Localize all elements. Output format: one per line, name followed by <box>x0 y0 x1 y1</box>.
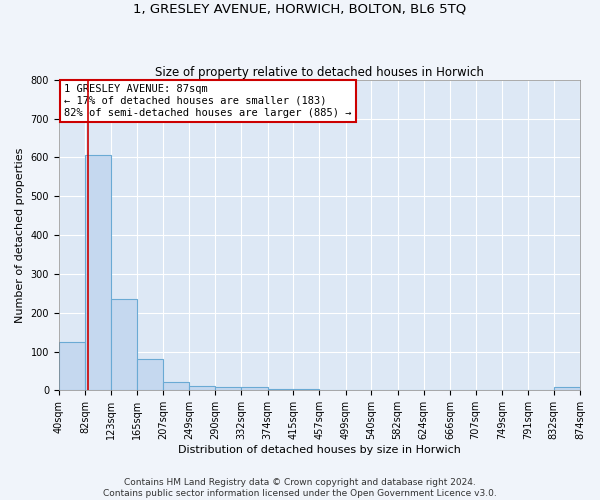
Text: 1, GRESLEY AVENUE, HORWICH, BOLTON, BL6 5TQ: 1, GRESLEY AVENUE, HORWICH, BOLTON, BL6 … <box>133 2 467 16</box>
Bar <box>163 382 190 390</box>
Bar <box>554 387 580 390</box>
Bar <box>137 360 163 390</box>
Text: 1 GRESLEY AVENUE: 87sqm
← 17% of detached houses are smaller (183)
82% of semi-d: 1 GRESLEY AVENUE: 87sqm ← 17% of detache… <box>64 84 352 117</box>
Title: Size of property relative to detached houses in Horwich: Size of property relative to detached ho… <box>155 66 484 78</box>
Y-axis label: Number of detached properties: Number of detached properties <box>15 148 25 322</box>
Bar <box>85 156 110 390</box>
Text: Contains HM Land Registry data © Crown copyright and database right 2024.
Contai: Contains HM Land Registry data © Crown c… <box>103 478 497 498</box>
Bar <box>59 342 85 390</box>
Bar <box>241 387 268 390</box>
Bar <box>110 299 137 390</box>
Bar <box>215 387 241 390</box>
Bar <box>293 389 319 390</box>
Bar <box>190 386 215 390</box>
Bar <box>268 389 293 390</box>
X-axis label: Distribution of detached houses by size in Horwich: Distribution of detached houses by size … <box>178 445 461 455</box>
